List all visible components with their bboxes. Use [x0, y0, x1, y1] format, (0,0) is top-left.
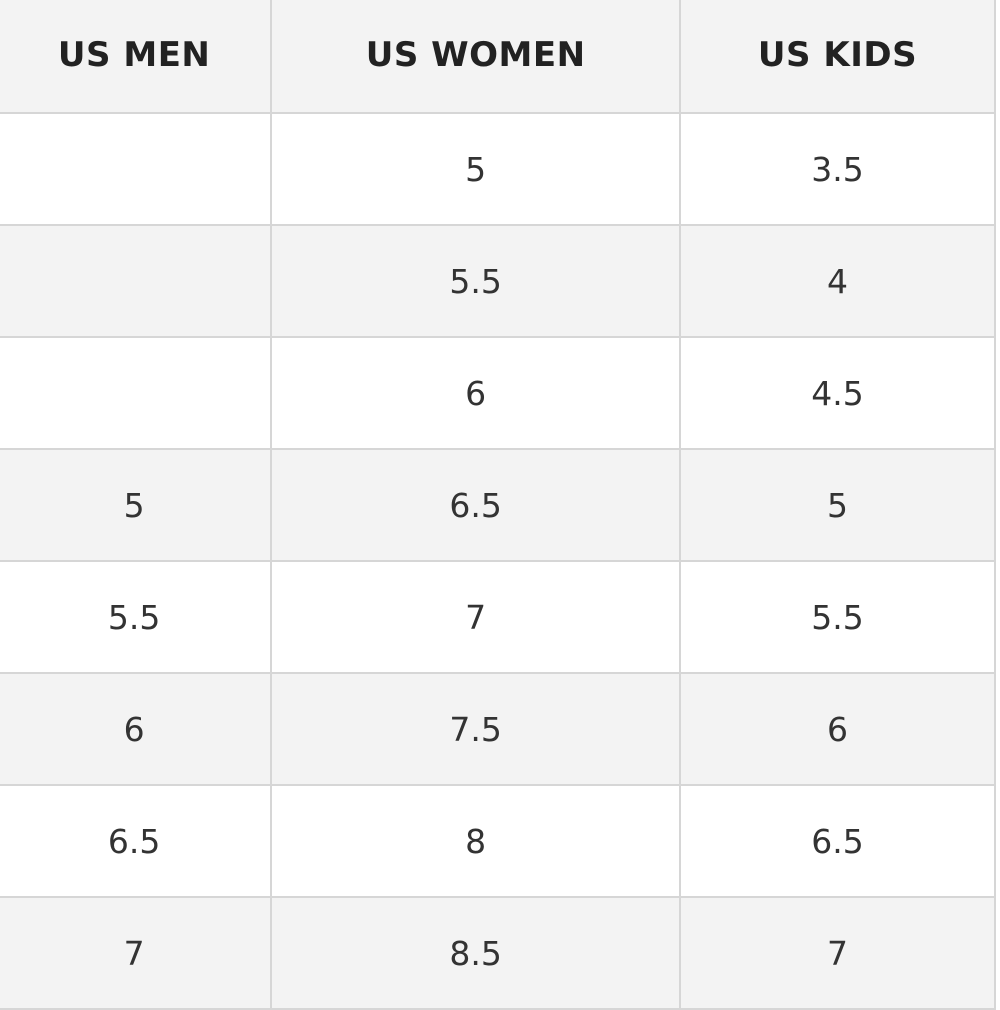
cell-us-kids: 4: [679, 224, 996, 338]
cell-us-women: 7.5: [270, 672, 681, 786]
cell-us-women: 8.5: [270, 896, 681, 1010]
cell-us-kids: 3.5: [679, 112, 996, 226]
cell-us-kids: 4.5: [679, 336, 996, 450]
cell-us-men: [0, 224, 273, 338]
table-header: US MEN US WOMEN US KIDS: [0, 0, 996, 114]
cell-us-men: 6: [0, 672, 273, 786]
cell-us-women: 7: [270, 560, 681, 674]
table-row: 5 6.5 5: [0, 448, 996, 562]
table-row: 5 3.5: [0, 112, 996, 226]
cell-us-women: 6.5: [270, 448, 681, 562]
cell-us-men: 7: [0, 896, 273, 1010]
header-row: US MEN US WOMEN US KIDS: [0, 0, 996, 114]
header-us-kids: US KIDS: [679, 0, 996, 114]
cell-us-men: 5: [0, 448, 273, 562]
table-row: 6.5 8 6.5: [0, 784, 996, 898]
cell-us-women: 6: [270, 336, 681, 450]
table-row: 6 4.5: [0, 336, 996, 450]
table-row: 5.5 4: [0, 224, 996, 338]
header-us-men: US MEN: [0, 0, 273, 114]
table-row: 7 8.5 7: [0, 896, 996, 1010]
cell-us-men: 6.5: [0, 784, 273, 898]
cell-us-women: 5.5: [270, 224, 681, 338]
cell-us-kids: 5: [679, 448, 996, 562]
cell-us-kids: 5.5: [679, 560, 996, 674]
cell-us-women: 5: [270, 112, 681, 226]
header-us-women: US WOMEN: [270, 0, 681, 114]
table-row: 6 7.5 6: [0, 672, 996, 786]
cell-us-men: 5.5: [0, 560, 273, 674]
cell-us-men: [0, 112, 273, 226]
cell-us-men: [0, 336, 273, 450]
cell-us-kids: 7: [679, 896, 996, 1010]
cell-us-kids: 6: [679, 672, 996, 786]
cell-us-women: 8: [270, 784, 681, 898]
table-body: 5 3.5 5.5 4 6 4.5 5 6.5 5 5.5 7 5.5 6 7.…: [0, 112, 996, 1010]
cell-us-kids: 6.5: [679, 784, 996, 898]
table-row: 5.5 7 5.5: [0, 560, 996, 674]
